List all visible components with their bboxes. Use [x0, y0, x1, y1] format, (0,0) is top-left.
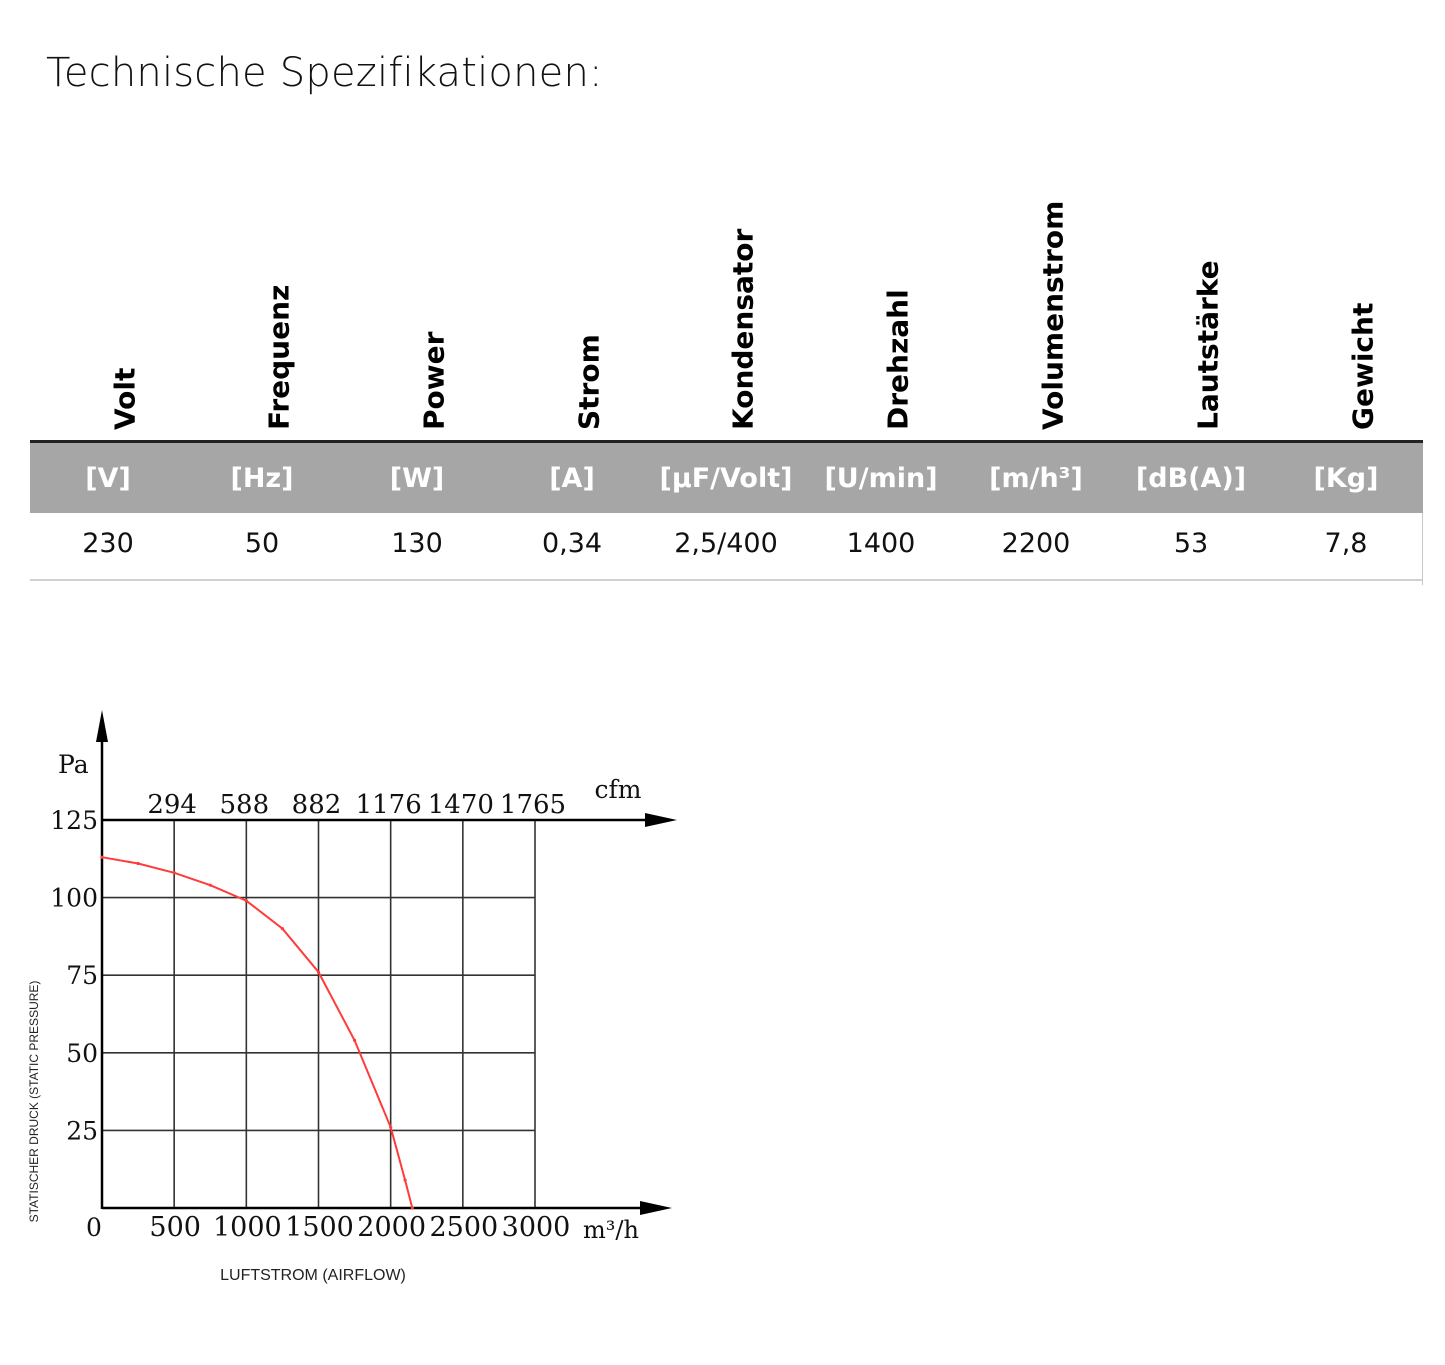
column-header-label: Volumenstrom [1036, 200, 1070, 430]
column-header-label: Kondensator [726, 228, 760, 430]
table-bottom-rule [30, 579, 1423, 581]
y-tick-label: 75 [66, 961, 98, 990]
column-header: Volt [78, 190, 142, 430]
unit-cell: [V] [85, 462, 131, 494]
y-tick-label: 25 [66, 1116, 98, 1145]
unit-row: [V] [Hz] [W] [A] [µF/Volt] [U/min] [m/h³] [dB(A… [30, 443, 1423, 513]
value-cell: 230 [82, 527, 134, 559]
column-header-label: Gewicht [1346, 302, 1380, 430]
unit-cell: [A] [549, 462, 595, 494]
value-cell: 130 [391, 527, 443, 559]
column-header: Frequenz [232, 190, 296, 430]
x-tick-label: 1000 [213, 1212, 282, 1243]
value-cell: 53 [1173, 527, 1209, 559]
cfm-axis-arrow [645, 813, 677, 827]
column-header-label: Lautstärke [1191, 260, 1225, 430]
unit-cell: [W] [389, 462, 445, 494]
fan-curve-point [280, 927, 285, 931]
column-header-label: Volt [108, 367, 142, 430]
column-header: Strom [542, 190, 606, 430]
x-tick-label: 3000 [502, 1212, 571, 1243]
column-header: Drehzahl [851, 190, 915, 430]
x-axis-arrow [640, 1201, 672, 1215]
unit-cell: [µF/Volt] [659, 462, 793, 494]
unit-cell: [dB(A)] [1135, 462, 1247, 494]
fan-curve-point [410, 1206, 414, 1210]
y-axis-arrow [96, 710, 108, 742]
column-header: Volumenstrom [1006, 190, 1070, 430]
y-axis-title: STATISCHER DRUCK (STATIC PRESSURE) [27, 981, 41, 1223]
column-header-label: Power [417, 331, 451, 430]
column-header: Kondensator [696, 190, 760, 430]
unit-cell: [m/h³] [989, 462, 1083, 494]
value-row: 230 50 130 0,34 2,5/400 1400 2200 53 7,8 [30, 513, 1423, 580]
value-cell: 2,5/400 [674, 527, 778, 559]
column-header-label: Strom [572, 334, 606, 430]
cfm-tick-label: 882 [292, 790, 342, 820]
x-unit-label: m³/h [583, 1216, 639, 1244]
fan-curve-point [172, 871, 176, 875]
unit-cell: [Kg] [1313, 462, 1379, 494]
fan-curve-point [403, 1178, 407, 1182]
y-tick-label: 50 [66, 1039, 98, 1068]
fan-curve-point [136, 861, 140, 866]
value-cell: 7,8 [1324, 527, 1368, 559]
cfm-tick-label: 588 [220, 790, 270, 820]
column-header-label: Drehzahl [881, 289, 915, 430]
spec-table: Volt Frequenz Power Strom Kondensator Drehzah… [30, 0, 1423, 590]
fan-curve-point [352, 1038, 357, 1042]
x-tick-label: 2000 [357, 1212, 426, 1243]
unit-cell: [Hz] [230, 462, 294, 494]
cfm-tick-label: 1765 [500, 790, 566, 820]
x-tick-label: 500 [149, 1212, 201, 1243]
fan-curve-point [244, 899, 248, 903]
table-right-rule [1422, 513, 1423, 585]
cfm-tick-label: 1470 [428, 790, 494, 820]
x-tick-label: 1500 [285, 1212, 354, 1243]
table-top-rule [30, 440, 1423, 443]
origin-label: 0 [86, 1213, 102, 1242]
fan-curve-point [389, 1125, 393, 1129]
value-cell: 0,34 [541, 527, 603, 559]
y-tick-label: 100 [50, 884, 98, 913]
value-cell: 1400 [846, 527, 916, 559]
y-tick-label: 125 [50, 806, 98, 835]
unit-cell: [U/min] [824, 462, 938, 494]
fan-curve-chart: 125 100 75 50 25 Pa 0 500 1000 1500 2000 2500 3000 m³… [0, 680, 720, 1320]
value-cell: 50 [244, 527, 280, 559]
fan-curve-point [208, 883, 212, 887]
column-header: Lautstärke [1161, 190, 1225, 430]
column-header: Gewicht [1316, 190, 1380, 430]
cfm-unit-label: cfm [595, 775, 642, 804]
value-cell: 2200 [1001, 527, 1071, 559]
fan-curve-point [316, 970, 321, 974]
column-header: Power [387, 190, 451, 430]
fan-curve-line [101, 856, 414, 1209]
cfm-tick-label: 1176 [356, 790, 422, 820]
x-tick-label: 2500 [429, 1212, 498, 1243]
fan-curve-point [100, 855, 104, 859]
column-header-label: Frequenz [262, 284, 296, 430]
x-axis-title: LUFTSTROM (AIRFLOW) [220, 1267, 406, 1284]
cfm-tick-label: 294 [147, 790, 197, 820]
y-unit-label: Pa [58, 750, 89, 779]
page-title: Technische Spezifikationen: [46, 50, 603, 96]
